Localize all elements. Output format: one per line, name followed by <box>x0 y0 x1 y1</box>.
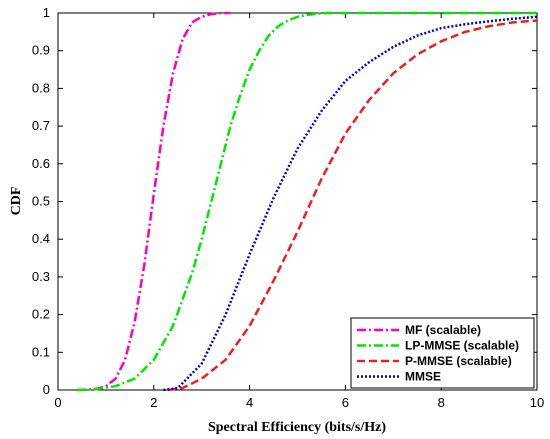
legend-label: MF (scalable) <box>405 323 481 337</box>
y-tick-label: 0.9 <box>32 43 50 58</box>
axis-ticks: 0 2 4 6 8 10 0 0.1 0.2 0.3 0.4 0.5 0.6 0.7 0.8 0.9 1 <box>32 5 544 410</box>
x-tick-label: 2 <box>150 395 157 410</box>
legend-label: MMSE <box>405 370 441 384</box>
legend-label: LP-MMSE (scalable) <box>405 339 519 353</box>
y-axis-label: CDF <box>9 187 24 216</box>
y-tick-label: 0.5 <box>32 194 50 209</box>
series-line-1 <box>77 11 231 392</box>
y-tick-label: 0.3 <box>32 269 50 284</box>
series-group <box>77 11 538 392</box>
y-tick-label: 0.7 <box>32 118 50 133</box>
series-line-2 <box>77 11 537 392</box>
y-tick-label: 0 <box>43 382 50 397</box>
y-tick-label: 0.4 <box>32 231 50 246</box>
series-line-4 <box>163 15 538 392</box>
legend: MF (scalable) LP-MMSE (scalable)P-MMSE (s… <box>350 317 535 389</box>
x-tick-label: 8 <box>438 395 445 410</box>
y-tick-label: 0.6 <box>32 156 50 171</box>
x-tick-label: 10 <box>530 395 544 410</box>
x-tick-label: 0 <box>54 395 61 410</box>
x-tick-label: 4 <box>246 395 253 410</box>
y-tick-label: 1 <box>43 5 50 20</box>
legend-label: P-MMSE (scalable) <box>405 354 512 368</box>
y-tick-label: 0.8 <box>32 80 50 95</box>
y-tick-label: 0.2 <box>32 307 50 322</box>
y-tick-label: 0.1 <box>32 344 50 359</box>
x-tick-label: 6 <box>342 395 349 410</box>
x-axis-label: Spectral Efficiency (bits/s/Hz) <box>208 420 386 435</box>
